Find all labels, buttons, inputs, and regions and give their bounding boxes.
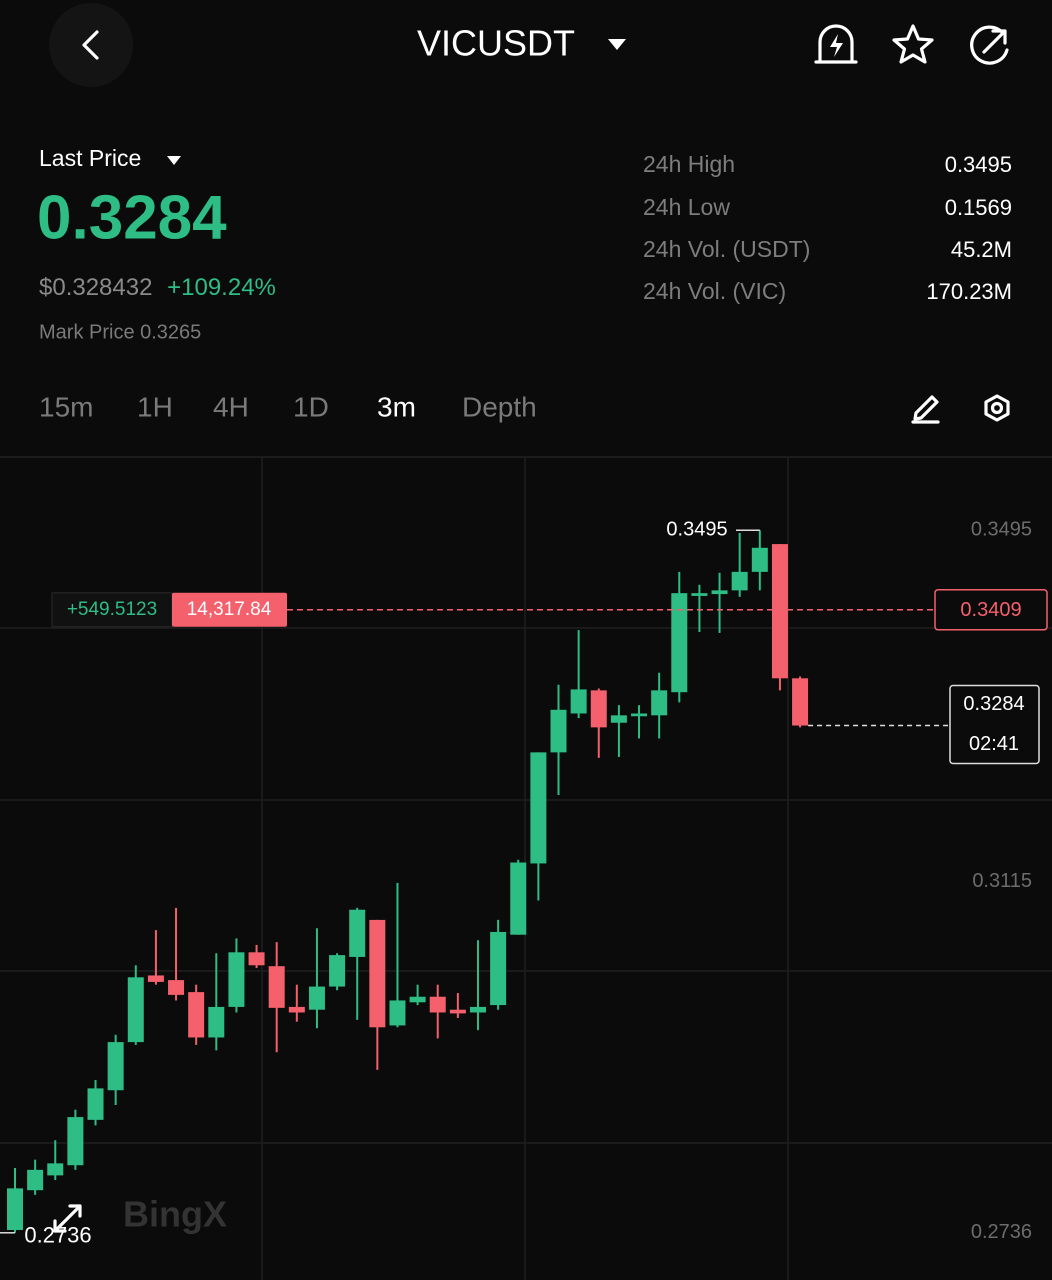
candle-body	[610, 715, 627, 723]
timeframe-tab[interactable]: 3m	[377, 391, 416, 422]
usd-change-line: $0.328432 +109.24%	[39, 274, 276, 301]
y-tick-label: 0.2736	[971, 1221, 1032, 1243]
order-price-label: 0.3409	[960, 599, 1021, 621]
candle-body	[490, 931, 507, 1006]
last-price: 0.3284	[37, 183, 227, 252]
stat-label: 24h Vol. (USDT)	[643, 236, 810, 262]
candle-body	[67, 1117, 84, 1166]
timeframe-tab[interactable]: 4H	[213, 391, 249, 422]
candle-body	[429, 996, 446, 1013]
candle-body	[248, 952, 265, 966]
candle-body	[590, 690, 607, 728]
candle-body	[47, 1163, 64, 1176]
candle-body	[369, 919, 386, 1028]
last-price-label: 0.3284	[963, 693, 1024, 715]
draw-tool-icon[interactable]	[911, 395, 940, 424]
back-icon	[82, 30, 99, 60]
candle-body	[389, 1000, 406, 1026]
candle-body	[731, 571, 748, 591]
last-price-box	[949, 684, 1040, 765]
stat-label: 24h Vol. (VIC)	[643, 278, 786, 304]
candle-body	[631, 713, 648, 717]
high-marker-label: 0.3495	[666, 518, 727, 540]
candle-body	[570, 689, 587, 714]
candle-body	[751, 547, 768, 572]
candle-body	[27, 1169, 44, 1191]
stat-value: 170.23M	[926, 279, 1012, 304]
order-price-box	[934, 589, 1048, 631]
candle-body	[228, 952, 245, 1007]
candle-body	[107, 1042, 124, 1091]
candle-body	[691, 593, 708, 596]
low-marker-label: 0.2736	[24, 1223, 91, 1248]
candle-countdown: 02:41	[969, 733, 1019, 755]
candle-body	[127, 977, 144, 1043]
timeframe-tab[interactable]: 15m	[39, 391, 93, 422]
order-amount-box	[172, 592, 287, 627]
alert-icon[interactable]	[814, 24, 858, 64]
candle-body	[711, 590, 728, 595]
candle-body	[308, 986, 325, 1010]
candlestick-chart: 0.3495 0.3115 0.2736 0.3495 0.2736 +549.5123 1…	[0, 518, 1048, 1248]
timeframe-tab[interactable]: 1D	[293, 391, 329, 422]
usd-price: $0.328432	[39, 274, 152, 301]
stat-label: 24h Low	[643, 194, 730, 220]
stat-label: 24h High	[643, 151, 735, 177]
expand-icon[interactable]	[53, 1204, 82, 1233]
candle-body	[550, 709, 567, 753]
favorite-icon[interactable]	[892, 24, 934, 64]
candle-body	[771, 544, 788, 679]
candle-body	[671, 593, 688, 693]
candle-body	[530, 752, 547, 864]
back-button[interactable]	[49, 3, 133, 87]
order-amount: 14,317.84	[187, 599, 272, 620]
timeframe-tab[interactable]: 1H	[137, 391, 173, 422]
stat-value: 45.2M	[951, 237, 1012, 262]
candle-body	[87, 1088, 104, 1120]
watermark: BingX	[123, 1194, 227, 1235]
candle-body	[449, 1009, 466, 1014]
symbol[interactable]: VICUSDT	[417, 23, 575, 64]
price-type-dropdown[interactable]	[167, 156, 181, 165]
y-tick-label: 0.3495	[971, 518, 1032, 540]
price-type[interactable]: Last Price	[39, 145, 141, 171]
candle-body	[208, 1006, 225, 1038]
depth-tab[interactable]: Depth	[462, 391, 537, 422]
stat-value: 0.1569	[945, 195, 1012, 220]
symbol-dropdown[interactable]	[608, 39, 626, 50]
share-icon[interactable]	[970, 25, 1009, 65]
candle-body	[792, 678, 809, 726]
settings-icon[interactable]	[984, 394, 1010, 422]
stat-value: 0.3495	[945, 152, 1012, 177]
candle-body	[510, 862, 527, 935]
candle-body	[188, 992, 205, 1038]
candle-body	[651, 690, 668, 716]
candle-body	[147, 975, 164, 982]
candle-body	[7, 1188, 23, 1231]
candle-body	[288, 1006, 305, 1013]
candle-body	[268, 966, 285, 1008]
candle-body	[409, 996, 426, 1003]
candle-body	[168, 980, 185, 995]
candle-body	[469, 1006, 486, 1013]
change-percent: +109.24%	[167, 274, 276, 301]
order-pnl: +549.5123	[67, 599, 157, 620]
y-tick-label: 0.3115	[972, 870, 1032, 892]
candle-body	[329, 955, 346, 987]
mark-price: Mark Price 0.3265	[39, 321, 201, 343]
candle-body	[349, 909, 366, 957]
